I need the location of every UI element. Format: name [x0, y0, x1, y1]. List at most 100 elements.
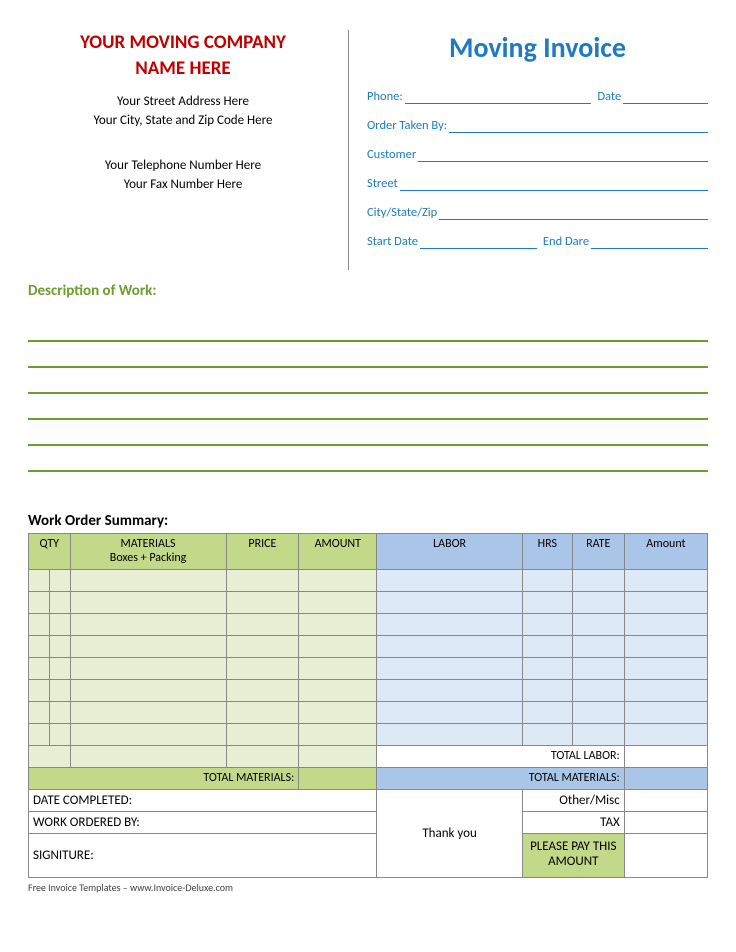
- input-end-date[interactable]: [591, 236, 708, 249]
- cell[interactable]: [522, 569, 572, 591]
- table-row: [29, 723, 708, 745]
- cell[interactable]: [299, 745, 377, 767]
- cell[interactable]: [49, 701, 70, 723]
- cell[interactable]: [522, 723, 572, 745]
- description-line[interactable]: [28, 316, 708, 342]
- cell[interactable]: [624, 657, 707, 679]
- cell[interactable]: [70, 679, 226, 701]
- cell[interactable]: [377, 723, 523, 745]
- cell[interactable]: [299, 635, 377, 657]
- cell[interactable]: [299, 591, 377, 613]
- cell[interactable]: [29, 679, 50, 701]
- input-street[interactable]: [400, 178, 708, 191]
- input-order-taken[interactable]: [449, 120, 708, 133]
- cell[interactable]: [624, 613, 707, 635]
- cell[interactable]: [624, 679, 707, 701]
- input-customer[interactable]: [418, 149, 708, 162]
- input-start-date[interactable]: [420, 236, 537, 249]
- cell[interactable]: [624, 591, 707, 613]
- cell[interactable]: [572, 679, 624, 701]
- cell[interactable]: [624, 701, 707, 723]
- cell[interactable]: [29, 701, 50, 723]
- value-total-labor[interactable]: [624, 745, 707, 767]
- cell[interactable]: [572, 569, 624, 591]
- label-work-ordered[interactable]: WORK ORDERED BY:: [29, 811, 377, 833]
- cell[interactable]: [49, 591, 70, 613]
- cell[interactable]: [49, 657, 70, 679]
- description-line[interactable]: [28, 342, 708, 368]
- cell[interactable]: [299, 569, 377, 591]
- description-line[interactable]: [28, 420, 708, 446]
- cell[interactable]: [226, 635, 299, 657]
- cell[interactable]: [49, 679, 70, 701]
- input-csz[interactable]: [439, 207, 708, 220]
- cell[interactable]: [377, 569, 523, 591]
- label-date-completed[interactable]: DATE COMPLETED:: [29, 789, 377, 811]
- cell[interactable]: [377, 657, 523, 679]
- cell[interactable]: [49, 635, 70, 657]
- cell[interactable]: [572, 723, 624, 745]
- cell[interactable]: [70, 569, 226, 591]
- cell[interactable]: [70, 591, 226, 613]
- description-line[interactable]: [28, 446, 708, 472]
- cell[interactable]: [299, 701, 377, 723]
- cell[interactable]: [70, 657, 226, 679]
- cell[interactable]: [377, 591, 523, 613]
- cell[interactable]: [29, 613, 50, 635]
- cell[interactable]: [624, 569, 707, 591]
- input-phone[interactable]: [405, 91, 592, 104]
- cell[interactable]: [70, 635, 226, 657]
- value-please-pay[interactable]: [624, 833, 707, 877]
- cell[interactable]: [572, 591, 624, 613]
- cell[interactable]: [299, 657, 377, 679]
- cell[interactable]: [522, 679, 572, 701]
- cell[interactable]: [299, 723, 377, 745]
- value-total-mat-right[interactable]: [624, 767, 707, 789]
- cell[interactable]: [377, 613, 523, 635]
- cell[interactable]: [377, 635, 523, 657]
- input-date[interactable]: [623, 91, 708, 104]
- cell[interactable]: [572, 613, 624, 635]
- cell[interactable]: [29, 723, 50, 745]
- cell[interactable]: [29, 591, 50, 613]
- cell[interactable]: [70, 723, 226, 745]
- cell[interactable]: [299, 613, 377, 635]
- cell[interactable]: [522, 701, 572, 723]
- cell[interactable]: [522, 635, 572, 657]
- description-line[interactable]: [28, 394, 708, 420]
- cell[interactable]: [70, 745, 226, 767]
- cell[interactable]: [70, 701, 226, 723]
- cell[interactable]: [377, 679, 523, 701]
- cell[interactable]: [522, 613, 572, 635]
- value-tax[interactable]: [624, 811, 707, 833]
- cell[interactable]: [226, 569, 299, 591]
- cell[interactable]: [226, 723, 299, 745]
- cell[interactable]: [226, 701, 299, 723]
- cell[interactable]: [624, 635, 707, 657]
- value-total-mat-left[interactable]: [299, 767, 377, 789]
- cell[interactable]: [29, 745, 71, 767]
- cell[interactable]: [226, 657, 299, 679]
- cell[interactable]: [49, 613, 70, 635]
- cell[interactable]: [226, 745, 299, 767]
- value-other-misc[interactable]: [624, 789, 707, 811]
- cell[interactable]: [522, 657, 572, 679]
- cell[interactable]: [624, 723, 707, 745]
- cell[interactable]: [226, 679, 299, 701]
- cell[interactable]: [226, 613, 299, 635]
- label-signature[interactable]: SIGNITURE:: [29, 833, 377, 877]
- cell[interactable]: [49, 723, 70, 745]
- cell[interactable]: [522, 591, 572, 613]
- cell[interactable]: [29, 635, 50, 657]
- cell[interactable]: [377, 701, 523, 723]
- cell[interactable]: [70, 613, 226, 635]
- cell[interactable]: [572, 635, 624, 657]
- cell[interactable]: [226, 591, 299, 613]
- cell[interactable]: [29, 569, 50, 591]
- cell[interactable]: [49, 569, 70, 591]
- cell[interactable]: [572, 657, 624, 679]
- cell[interactable]: [29, 657, 50, 679]
- cell[interactable]: [299, 679, 377, 701]
- cell[interactable]: [572, 701, 624, 723]
- description-line[interactable]: [28, 368, 708, 394]
